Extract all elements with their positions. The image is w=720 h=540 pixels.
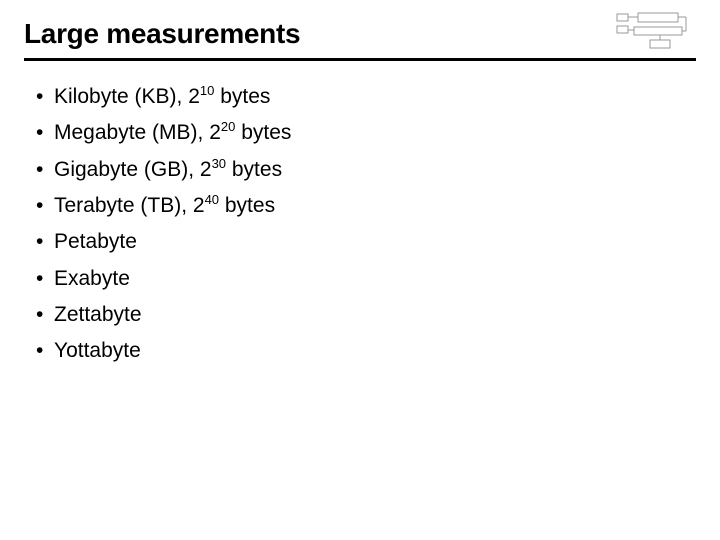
bullet-icon: • [36, 156, 54, 184]
slide-container: Large measurements •Kil [0, 0, 720, 540]
list-item-text: Petabyte [54, 228, 137, 256]
bullet-icon: • [36, 192, 54, 220]
item-exponent: 20 [221, 119, 235, 134]
bullet-icon: • [36, 119, 54, 147]
bullet-icon: • [36, 83, 54, 111]
page-title: Large measurements [24, 18, 300, 50]
list-item: •Petabyte [36, 228, 696, 256]
list-item: •Kilobyte (KB), 210 bytes [36, 83, 696, 111]
bullet-icon: • [36, 337, 54, 365]
list-item-text: Kilobyte (KB), 210 bytes [54, 83, 270, 111]
list-item-text: Terabyte (TB), 240 bytes [54, 192, 275, 220]
item-suffix: bytes [226, 158, 282, 181]
item-prefix: Zettabyte [54, 303, 142, 326]
measurement-list: •Kilobyte (KB), 210 bytes•Megabyte (MB),… [24, 83, 696, 366]
bullet-icon: • [36, 228, 54, 256]
list-item: •Yottabyte [36, 337, 696, 365]
header-diagram-icon [614, 12, 696, 52]
list-item: •Terabyte (TB), 240 bytes [36, 192, 696, 220]
list-item: •Megabyte (MB), 220 bytes [36, 119, 696, 147]
item-suffix: bytes [219, 194, 275, 217]
item-exponent: 40 [205, 192, 219, 207]
item-prefix: Megabyte (MB), 2 [54, 121, 221, 144]
bullet-icon: • [36, 301, 54, 329]
item-suffix: bytes [214, 85, 270, 108]
list-item-text: Gigabyte (GB), 230 bytes [54, 156, 282, 184]
item-prefix: Kilobyte (KB), 2 [54, 85, 200, 108]
list-item: •Zettabyte [36, 301, 696, 329]
list-item: •Gigabyte (GB), 230 bytes [36, 156, 696, 184]
header-row: Large measurements [24, 18, 696, 61]
bullet-icon: • [36, 265, 54, 293]
item-prefix: Yottabyte [54, 339, 141, 362]
item-suffix: bytes [235, 121, 291, 144]
list-item-text: Megabyte (MB), 220 bytes [54, 119, 291, 147]
item-prefix: Exabyte [54, 267, 130, 290]
list-item-text: Zettabyte [54, 301, 142, 329]
item-prefix: Petabyte [54, 230, 137, 253]
item-prefix: Gigabyte (GB), 2 [54, 158, 212, 181]
list-item: •Exabyte [36, 265, 696, 293]
item-prefix: Terabyte (TB), 2 [54, 194, 205, 217]
item-exponent: 10 [200, 83, 214, 98]
list-item-text: Yottabyte [54, 337, 141, 365]
item-exponent: 30 [212, 156, 226, 171]
list-item-text: Exabyte [54, 265, 130, 293]
